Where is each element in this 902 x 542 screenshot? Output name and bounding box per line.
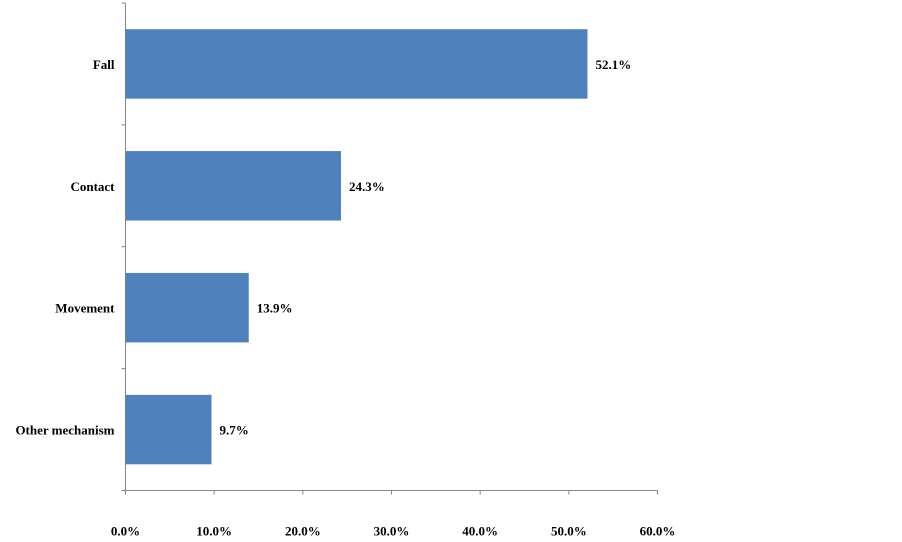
bar bbox=[125, 151, 341, 221]
x-tick-label: 0.0% bbox=[111, 523, 140, 538]
x-tick-label: 40.0% bbox=[462, 523, 498, 538]
y-tick-label: Contact bbox=[70, 179, 115, 194]
x-tick-label: 60.0% bbox=[640, 523, 676, 538]
y-tick-label: Other mechanism bbox=[15, 423, 114, 438]
data-label: 52.1% bbox=[595, 57, 631, 72]
bar bbox=[125, 29, 588, 99]
x-tick-label: 50.0% bbox=[551, 523, 587, 538]
x-tick-label: 20.0% bbox=[285, 523, 321, 538]
data-label: 24.3% bbox=[349, 179, 385, 194]
x-tick-label: 10.0% bbox=[196, 523, 232, 538]
y-tick-label: Movement bbox=[55, 301, 115, 316]
data-label: 13.9% bbox=[257, 301, 293, 316]
y-tick-label: Fall bbox=[93, 57, 115, 72]
data-label: 9.7% bbox=[220, 423, 249, 438]
x-tick-label: 30.0% bbox=[374, 523, 410, 538]
bar bbox=[125, 394, 212, 465]
bar bbox=[125, 272, 249, 343]
